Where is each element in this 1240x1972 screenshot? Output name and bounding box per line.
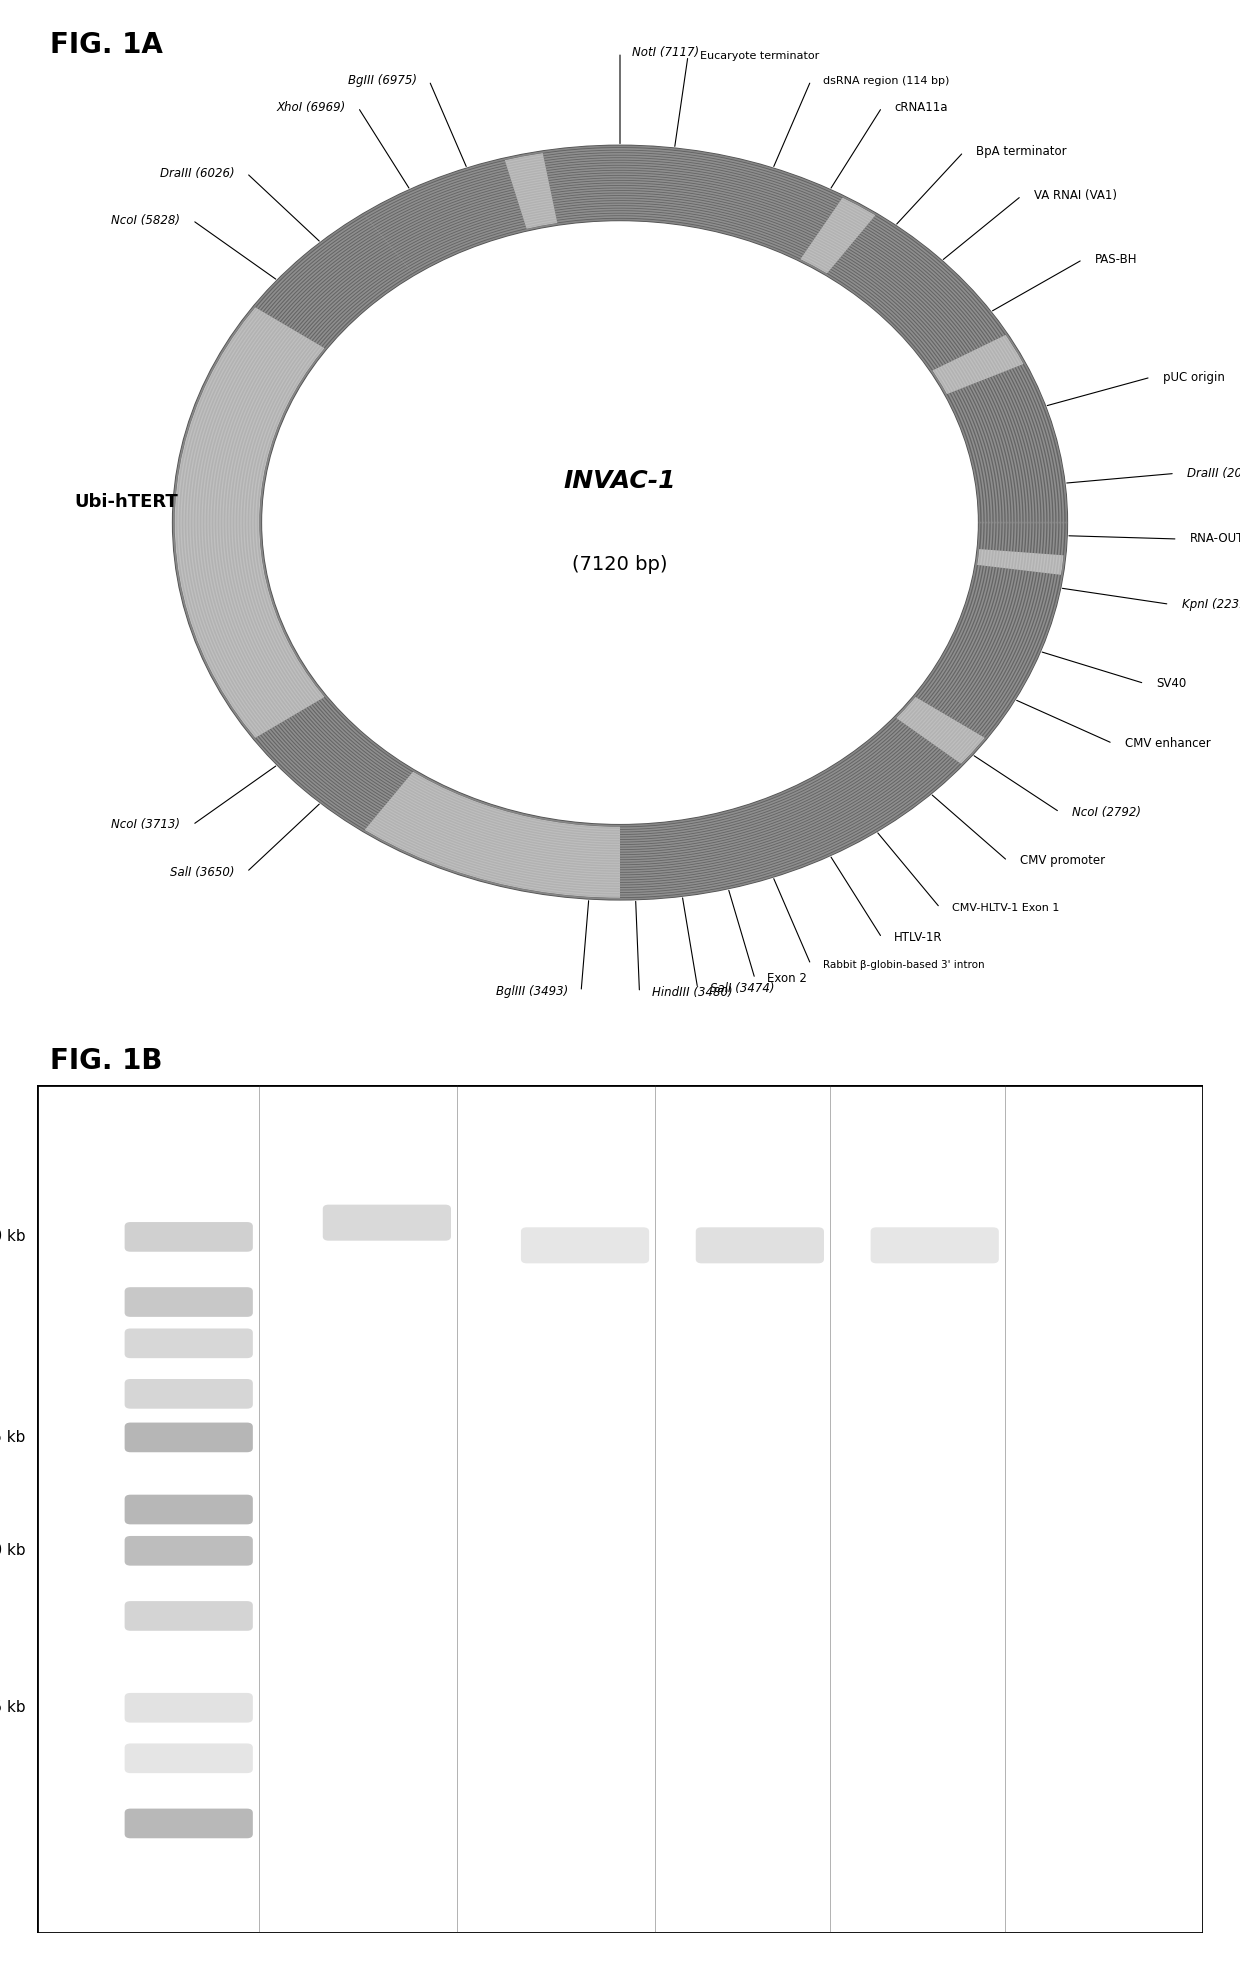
Text: 1.65 kb: 1.65 kb — [0, 1430, 26, 1445]
Text: FIG. 1A: FIG. 1A — [50, 32, 162, 59]
FancyBboxPatch shape — [124, 1743, 253, 1773]
Text: SalI (3474): SalI (3474) — [711, 982, 775, 994]
Text: 1: 1 — [182, 1126, 195, 1144]
Text: CMV promoter: CMV promoter — [1021, 854, 1105, 868]
Wedge shape — [620, 718, 962, 899]
Text: RNA-OUT: RNA-OUT — [1190, 532, 1240, 546]
Text: NcoI (5828): NcoI (5828) — [112, 213, 180, 227]
Text: FIG. 1B: FIG. 1B — [50, 1047, 162, 1075]
Text: SV40: SV40 — [1157, 676, 1187, 690]
Text: Exon 2: Exon 2 — [768, 972, 807, 986]
Text: (7120 bp): (7120 bp) — [572, 554, 668, 574]
FancyBboxPatch shape — [124, 1422, 253, 1451]
FancyBboxPatch shape — [124, 1288, 253, 1317]
FancyBboxPatch shape — [696, 1227, 823, 1264]
Text: CMV-HLTV-1 Exon 1: CMV-HLTV-1 Exon 1 — [952, 903, 1060, 913]
Wedge shape — [542, 146, 843, 260]
Text: DraIII (2084): DraIII (2084) — [1188, 467, 1240, 479]
FancyBboxPatch shape — [124, 1329, 253, 1359]
Wedge shape — [174, 146, 1066, 899]
Text: 4.0 kb: 4.0 kb — [0, 1229, 26, 1244]
Text: Rabbit β-globin-based 3' intron: Rabbit β-globin-based 3' intron — [823, 960, 985, 970]
FancyBboxPatch shape — [124, 1536, 253, 1566]
Wedge shape — [826, 215, 1007, 371]
Text: KpnI (2231): KpnI (2231) — [1182, 598, 1240, 611]
Text: NotI (7117): NotI (7117) — [632, 45, 699, 59]
FancyBboxPatch shape — [124, 1601, 253, 1631]
Text: 5: 5 — [929, 1126, 941, 1144]
Wedge shape — [946, 363, 1066, 556]
Wedge shape — [254, 215, 414, 349]
Text: BpA terminator: BpA terminator — [976, 146, 1066, 158]
Text: CMV enhancer: CMV enhancer — [1125, 738, 1210, 749]
Text: BglIII (3493): BglIII (3493) — [496, 986, 569, 998]
Text: DraIII (6026): DraIII (6026) — [160, 166, 234, 179]
Text: BgIII (6975): BgIII (6975) — [347, 75, 417, 87]
Text: Eucaryote terminator: Eucaryote terminator — [701, 51, 820, 61]
Text: NcoI (3713): NcoI (3713) — [112, 818, 180, 832]
FancyBboxPatch shape — [124, 1223, 253, 1252]
FancyBboxPatch shape — [521, 1227, 650, 1264]
Text: SalI (3650): SalI (3650) — [170, 866, 234, 880]
Wedge shape — [365, 160, 527, 274]
Text: Ubi-hTERT: Ubi-hTERT — [74, 493, 179, 511]
Wedge shape — [915, 564, 1061, 738]
Text: 2: 2 — [381, 1126, 393, 1144]
Wedge shape — [254, 696, 414, 830]
FancyBboxPatch shape — [124, 1692, 253, 1724]
Text: dsRNA region (114 bp): dsRNA region (114 bp) — [823, 75, 950, 85]
FancyBboxPatch shape — [124, 1808, 253, 1838]
FancyBboxPatch shape — [124, 1495, 253, 1524]
Text: HindIII (3480): HindIII (3480) — [652, 986, 733, 1000]
Text: cRNA11a: cRNA11a — [894, 101, 947, 114]
Text: PAS-BH: PAS-BH — [1095, 252, 1137, 266]
Text: 1.0 kb: 1.0 kb — [0, 1544, 26, 1558]
Text: INVAC-1: INVAC-1 — [564, 469, 676, 493]
FancyBboxPatch shape — [124, 1378, 253, 1408]
Text: 0.5 kb: 0.5 kb — [0, 1700, 26, 1716]
Text: pUC origin: pUC origin — [1163, 371, 1225, 385]
Text: NcoI (2792): NcoI (2792) — [1073, 807, 1141, 818]
FancyBboxPatch shape — [322, 1205, 451, 1240]
FancyBboxPatch shape — [870, 1227, 999, 1264]
Text: XhoI (6969): XhoI (6969) — [277, 101, 346, 114]
Text: HTLV-1R: HTLV-1R — [894, 931, 942, 945]
Text: 3: 3 — [579, 1126, 591, 1144]
Text: 4: 4 — [754, 1126, 766, 1144]
Text: VA RNAI (VA1): VA RNAI (VA1) — [1034, 189, 1117, 203]
